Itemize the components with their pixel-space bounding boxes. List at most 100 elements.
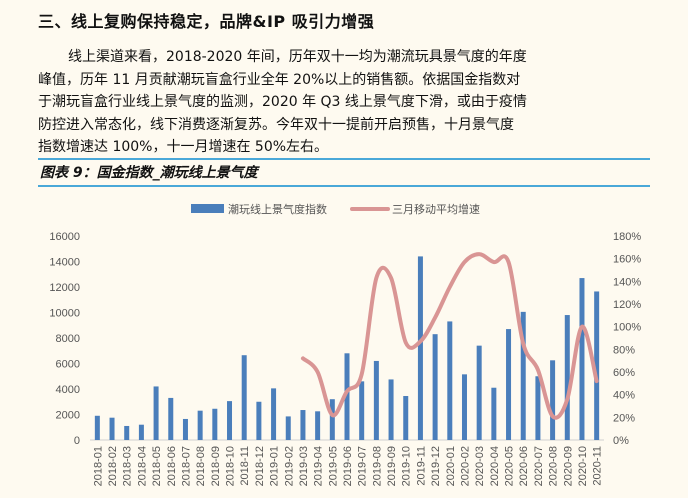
right-axis-tick: 160% bbox=[613, 254, 641, 266]
paragraph-line: 线上渠道来看，2018-2020 年间，历年双十一均为潮流玩具景气度的年度 bbox=[68, 49, 527, 65]
bar bbox=[579, 278, 585, 440]
x-axis-tick: 2020-04 bbox=[489, 446, 501, 486]
x-axis-tick: 2020-11 bbox=[592, 446, 604, 486]
bar bbox=[271, 388, 277, 440]
paragraph-line: 峰值，历年 11 月贡献潮玩盲盒行业全年 20%以上的销售额。依据国金指数对 bbox=[38, 71, 521, 88]
bar bbox=[491, 387, 497, 440]
x-axis-tick: 2018-10 bbox=[225, 446, 237, 486]
x-axis-tick: 2018-07 bbox=[180, 446, 192, 486]
x-axis-tick: 2020-05 bbox=[504, 446, 516, 486]
x-axis-tick: 2020-02 bbox=[459, 446, 471, 486]
x-axis-tick: 2018-06 bbox=[166, 446, 178, 486]
bar bbox=[153, 386, 159, 440]
left-axis-tick: 2000 bbox=[56, 410, 80, 422]
x-axis-tick: 2019-02 bbox=[283, 446, 295, 486]
x-axis-tick: 2020-09 bbox=[562, 446, 574, 486]
figure-caption: 图表 9：国金指数_潮玩线上景气度 bbox=[40, 165, 258, 181]
moving-average-line bbox=[300, 252, 599, 420]
bar bbox=[241, 355, 247, 440]
x-axis-tick: 2018-01 bbox=[92, 446, 104, 486]
x-axis-tick: 2020-10 bbox=[577, 446, 589, 486]
bar bbox=[285, 416, 291, 440]
legend-bar-label: 潮玩线上景气度指数 bbox=[228, 202, 327, 216]
bar bbox=[417, 256, 423, 440]
bar bbox=[535, 376, 541, 440]
x-axis-tick: 2019-12 bbox=[430, 446, 442, 486]
bar bbox=[344, 353, 350, 440]
section-heading: 三、线上复购保持稳定，品牌&IP 吸引力增强 bbox=[38, 12, 375, 31]
bar bbox=[182, 418, 188, 440]
right-axis-tick: 0% bbox=[613, 435, 629, 447]
x-axis-tick: 2018-05 bbox=[151, 446, 163, 486]
bar bbox=[550, 360, 556, 440]
x-axis-tick: 2018-09 bbox=[210, 446, 222, 486]
caption-bottom-rule bbox=[38, 185, 650, 187]
x-axis-tick: 2019-01 bbox=[269, 446, 281, 486]
bar bbox=[447, 321, 453, 440]
x-axis-tick: 2018-12 bbox=[254, 446, 266, 486]
paragraph-line: 指数增速达 100%，十一月增速在 50%左右。 bbox=[38, 139, 329, 156]
x-axis-tick: 2018-11 bbox=[239, 446, 251, 486]
bar bbox=[212, 408, 218, 440]
x-axis-tick: 2018-04 bbox=[136, 446, 148, 486]
right-axis-tick: 40% bbox=[613, 390, 635, 402]
left-axis-tick: 0 bbox=[74, 435, 80, 447]
legend-bar-swatch bbox=[191, 204, 224, 213]
bar bbox=[227, 401, 233, 440]
x-axis-tick: 2019-07 bbox=[357, 446, 369, 486]
left-axis-tick: 14000 bbox=[49, 257, 80, 269]
right-axis-tick: 120% bbox=[613, 299, 641, 311]
bar bbox=[109, 417, 115, 440]
bar bbox=[138, 424, 144, 440]
right-axis-tick: 20% bbox=[613, 412, 635, 424]
bar bbox=[388, 379, 394, 440]
x-axis-tick: 2019-10 bbox=[401, 446, 413, 486]
bar bbox=[124, 425, 130, 440]
left-axis-tick: 10000 bbox=[49, 308, 80, 320]
x-axis-tick: 2019-08 bbox=[371, 446, 383, 486]
bar bbox=[329, 399, 335, 440]
paragraph-line: 于潮玩盲盒行业线上景气度的监测，2020 年 Q3 线上景气度下滑，或由于疫情 bbox=[38, 94, 527, 111]
bar bbox=[403, 396, 409, 440]
bar bbox=[506, 329, 512, 440]
bar bbox=[461, 374, 467, 440]
right-axis-tick: 180% bbox=[613, 231, 641, 243]
x-axis-tick: 2018-03 bbox=[122, 446, 134, 486]
x-axis-tick: 2019-03 bbox=[298, 446, 310, 486]
x-axis-tick: 2019-09 bbox=[386, 446, 398, 486]
x-axis-tick: 2020-03 bbox=[474, 446, 486, 486]
x-axis-tick: 2019-11 bbox=[415, 446, 427, 486]
left-axis-tick: 4000 bbox=[56, 384, 80, 396]
body-paragraph: 线上渠道来看，2018-2020 年间，历年双十一均为潮流玩具景气度的年度 峰值… bbox=[38, 46, 648, 159]
bar bbox=[476, 345, 482, 440]
legend-line-label: 三月移动平均增速 bbox=[392, 202, 480, 216]
left-axis-tick: 6000 bbox=[56, 359, 80, 371]
bar bbox=[168, 397, 174, 440]
right-axis-tick: 80% bbox=[613, 344, 635, 356]
bar bbox=[300, 410, 306, 440]
bar bbox=[256, 401, 262, 440]
left-axis-tick: 12000 bbox=[49, 282, 80, 294]
bar bbox=[520, 311, 526, 440]
x-axis-tick: 2020-07 bbox=[533, 446, 545, 486]
right-axis-tick: 60% bbox=[613, 367, 635, 379]
x-axis-tick: 2020-08 bbox=[548, 446, 560, 486]
bar bbox=[564, 315, 570, 440]
x-axis-tick: 2018-08 bbox=[195, 446, 207, 486]
left-axis-tick: 8000 bbox=[56, 333, 80, 345]
bar bbox=[359, 381, 365, 440]
caption-top-rule bbox=[38, 158, 650, 160]
left-axis-tick: 16000 bbox=[49, 231, 80, 243]
bar bbox=[373, 360, 379, 440]
bar bbox=[315, 411, 321, 440]
x-axis-tick: 2019-05 bbox=[327, 446, 339, 486]
bar bbox=[197, 410, 203, 440]
paragraph-line: 防控进入常态化，线下消费逐渐复苏。今年双十一提前开启预售，十月景气度 bbox=[38, 116, 514, 133]
x-axis-tick: 2019-06 bbox=[342, 446, 354, 486]
x-axis-tick: 2018-02 bbox=[107, 446, 119, 486]
x-axis-tick: 2020-01 bbox=[445, 446, 457, 486]
x-axis-tick: 2020-06 bbox=[518, 446, 530, 486]
bar bbox=[432, 334, 438, 440]
bar bbox=[94, 415, 100, 440]
